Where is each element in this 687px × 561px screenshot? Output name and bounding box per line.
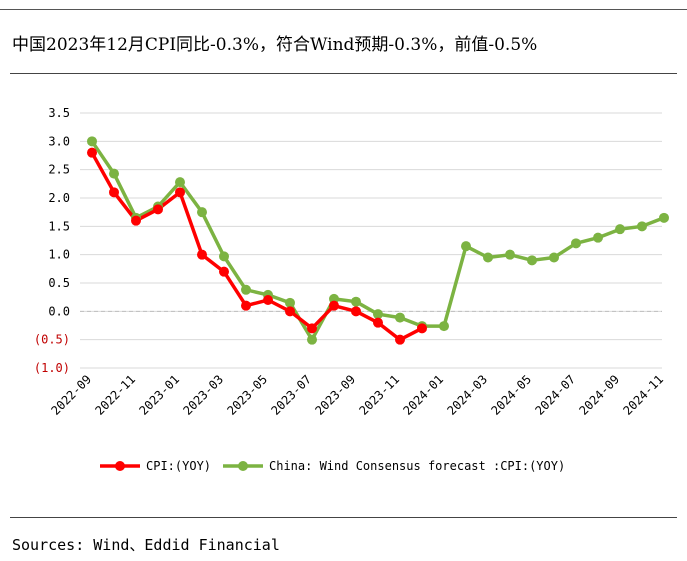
data-point <box>219 266 229 277</box>
data-point <box>373 309 383 320</box>
x-tick-label: 2024-11 <box>620 372 666 418</box>
legend-label: CPI:(YOY) <box>146 459 211 473</box>
x-tick-label: 2023-05 <box>224 372 270 418</box>
data-point <box>373 317 383 328</box>
data-point <box>307 334 317 345</box>
x-tick-label: 2023-01 <box>136 372 182 418</box>
y-tick-label: 1.5 <box>48 219 70 233</box>
data-point <box>505 249 515 260</box>
x-tick-label: 2023-09 <box>312 372 358 418</box>
data-point <box>439 321 449 332</box>
x-tick-label: 2023-11 <box>356 372 402 418</box>
top-rule <box>0 9 687 10</box>
x-tick-label: 2022-09 <box>48 372 94 418</box>
data-point <box>659 212 669 223</box>
data-point <box>571 238 581 249</box>
x-axis-ticks: 2022-092022-112023-012023-032023-052023-… <box>48 372 666 418</box>
data-point <box>241 300 251 311</box>
data-point <box>395 334 405 345</box>
data-point <box>263 295 273 305</box>
data-point <box>395 312 405 323</box>
data-point <box>109 187 119 198</box>
x-tick-label: 2023-07 <box>268 372 314 418</box>
x-tick-label: 2024-05 <box>488 372 534 418</box>
data-point <box>307 323 317 334</box>
data-point <box>285 297 295 308</box>
source-divider <box>10 517 677 518</box>
legend-swatch-marker <box>115 461 125 471</box>
data-point <box>351 306 361 317</box>
legend-label: China: Wind Consensus forecast :CPI:(YOY… <box>269 459 565 473</box>
y-tick-label: 3.5 <box>48 106 70 120</box>
data-point <box>87 147 97 158</box>
data-point <box>351 296 361 307</box>
data-point <box>285 306 295 317</box>
y-tick-label: 1.0 <box>48 248 70 262</box>
data-point <box>417 323 427 334</box>
data-point <box>615 224 625 235</box>
y-tick-label: 0.0 <box>48 304 70 318</box>
x-tick-label: 2024-03 <box>444 372 490 418</box>
legend-swatch-marker <box>238 461 248 471</box>
data-point <box>329 300 339 311</box>
data-point <box>241 284 251 295</box>
title-divider <box>10 73 677 74</box>
data-point <box>527 255 537 266</box>
y-axis-ticks: 3.5 3.0 2.5 2.0 1.5 1.0 0.5 0.0 (0.5) (1.0) <box>34 106 70 375</box>
y-tick-label: (1.0) <box>34 361 70 375</box>
series-points <box>87 136 669 345</box>
x-tick-label: 2022-11 <box>92 372 138 418</box>
y-tick-label: (0.5) <box>34 333 70 347</box>
x-tick-label: 2024-09 <box>576 372 622 418</box>
y-tick-label: 2.5 <box>48 163 70 177</box>
data-point <box>637 221 647 232</box>
data-point <box>593 232 603 243</box>
x-tick-label: 2023-03 <box>180 372 226 418</box>
data-point <box>483 252 493 263</box>
data-point <box>153 204 163 215</box>
data-point <box>131 215 141 226</box>
page-title: 中国2023年12月CPI同比-0.3%，符合Wind预期-0.3%，前值-0.… <box>12 35 538 55</box>
x-tick-label: 2024-07 <box>532 372 578 418</box>
source-note: Sources: Wind、Eddid Financial <box>12 536 280 554</box>
y-tick-label: 3.0 <box>48 134 70 148</box>
y-tick-label: 2.0 <box>48 191 70 205</box>
data-point <box>461 241 471 252</box>
y-tick-label: 0.5 <box>48 276 70 290</box>
data-point <box>109 168 119 179</box>
series-line <box>90 151 423 342</box>
data-point <box>87 136 97 147</box>
legend: CPI:(YOY) China: Wind Consensus forecast … <box>100 459 565 473</box>
data-point <box>197 249 207 260</box>
data-point <box>219 251 229 262</box>
data-point <box>197 207 207 218</box>
data-point <box>549 252 559 263</box>
x-tick-label: 2024-01 <box>400 372 446 418</box>
data-point <box>175 177 185 188</box>
data-point <box>175 187 185 198</box>
